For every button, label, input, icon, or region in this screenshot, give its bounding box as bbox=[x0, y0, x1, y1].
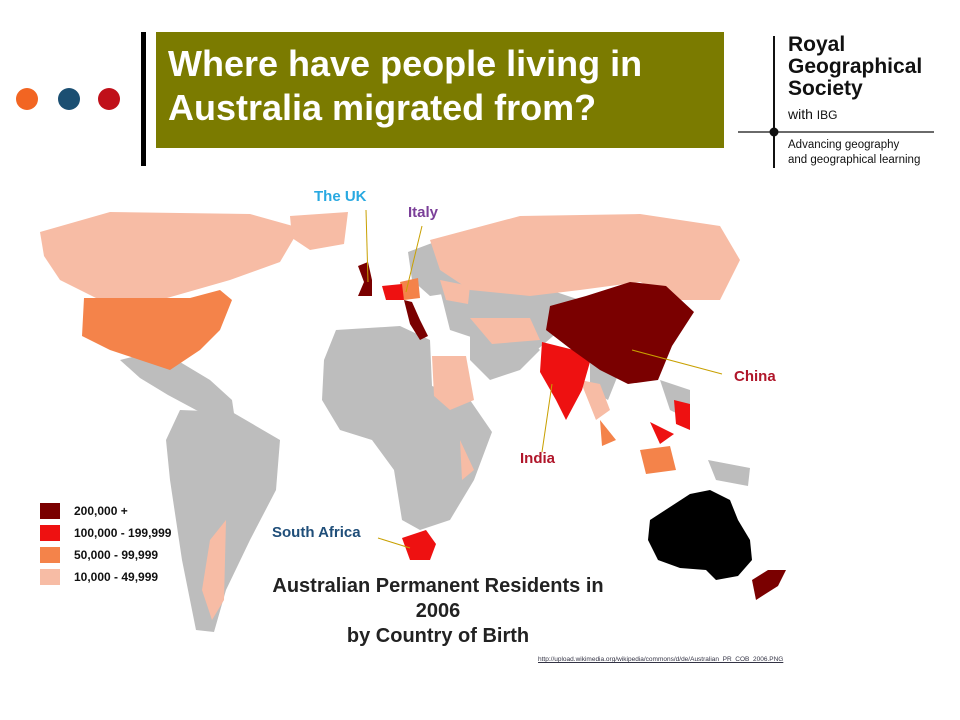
title-line-1: Where have people living in bbox=[168, 43, 643, 84]
legend-label: 10,000 - 49,999 bbox=[74, 570, 159, 584]
decor-dot-orange bbox=[16, 88, 38, 110]
logo-with: with IBG bbox=[788, 106, 838, 122]
tier-100k-regions bbox=[382, 284, 690, 560]
logo-name: Royal Geographical Society bbox=[788, 33, 923, 100]
legend-swatch bbox=[40, 569, 60, 585]
legend-swatch bbox=[40, 503, 60, 519]
legend-row: 50,000 - 99,999 bbox=[40, 544, 171, 566]
legend-row: 10,000 - 49,999 bbox=[40, 566, 171, 588]
decor-dot-blue bbox=[58, 88, 80, 110]
australia-region bbox=[648, 490, 752, 580]
callout-china: China bbox=[734, 368, 776, 385]
title-divider bbox=[141, 32, 146, 166]
legend-label: 100,000 - 199,999 bbox=[74, 526, 172, 540]
logo-tagline: Advancing geography and geographical lea… bbox=[788, 139, 921, 166]
title-line-2: Australia migrated from? bbox=[168, 87, 597, 128]
tier-10k-regions bbox=[40, 212, 740, 620]
legend-row: 200,000 + bbox=[40, 500, 171, 522]
callout-india: India bbox=[520, 450, 556, 467]
map-title: Australian Permanent Residents in 2006 b… bbox=[272, 575, 604, 647]
callout-lines bbox=[365, 209, 723, 549]
legend-swatch bbox=[40, 547, 60, 563]
callout-south-africa: South Africa bbox=[272, 524, 361, 541]
logo-lines bbox=[738, 36, 934, 168]
decor-dot-red bbox=[98, 88, 120, 110]
legend-label: 200,000 + bbox=[74, 504, 128, 518]
callout-uk: The UK bbox=[314, 188, 367, 205]
rgs-logo: Royal Geographical Society with IBG Adva… bbox=[738, 30, 938, 180]
legend-swatch bbox=[40, 525, 60, 541]
tier-200k-regions bbox=[358, 262, 786, 600]
callout-italy: Italy bbox=[408, 204, 439, 221]
tier-50k-regions bbox=[82, 278, 676, 474]
legend-row: 100,000 - 199,999 bbox=[40, 522, 171, 544]
slide-title: Where have people living in Australia mi… bbox=[156, 32, 724, 148]
source-link[interactable]: http://upload.wikimedia.org/wikipedia/co… bbox=[538, 656, 784, 663]
legend-label: 50,000 - 99,999 bbox=[74, 548, 159, 562]
map-legend: 200,000 + 100,000 - 199,999 50,000 - 99,… bbox=[40, 500, 171, 588]
